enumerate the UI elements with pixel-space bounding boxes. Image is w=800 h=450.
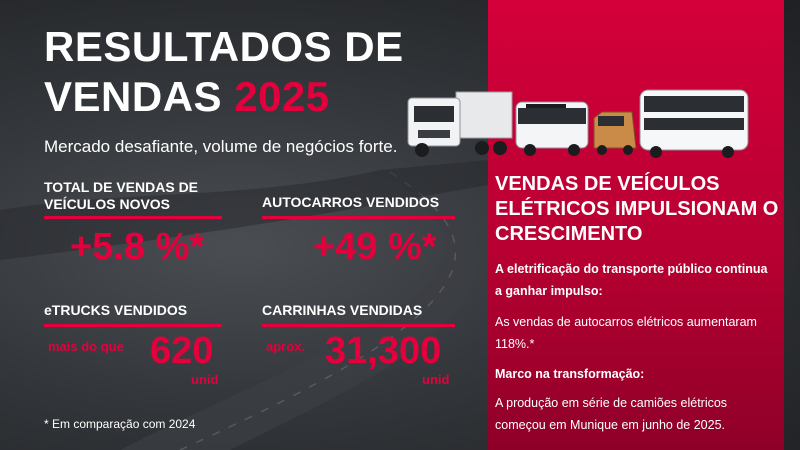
- divider: [262, 216, 455, 219]
- title-line2: VENDAS: [44, 73, 223, 120]
- divider: [262, 324, 455, 327]
- stat-etrucks-label: eTRUCKS VENDIDOS: [44, 302, 188, 318]
- truck-icon: [407, 91, 513, 157]
- stat-vans-prefix: aprox.: [266, 339, 306, 354]
- road-illustration: [120, 170, 480, 450]
- panel-title: VENDAS DE VEÍCULOS ELÉTRICOS IMPULSIONAM…: [495, 173, 779, 245]
- panel-milestone: Marco na transformação:: [495, 367, 645, 381]
- stat-vans-value: 31,300: [325, 330, 442, 372]
- panel-production: A produção em série de camiões elétricos…: [495, 396, 728, 432]
- footnote: * Em comparação com 2024: [44, 417, 196, 431]
- van-icon: [593, 111, 637, 155]
- divider: [44, 216, 222, 219]
- stat-etrucks-unit: unid: [191, 372, 219, 387]
- stat-buses-value: +49 %*: [313, 226, 437, 268]
- panel-intro: A eletrificação do transporte público co…: [495, 262, 768, 298]
- panel-bus-sales: As vendas de autocarros elétricos aument…: [495, 315, 757, 351]
- vehicle-lineup-image: [407, 89, 749, 158]
- subtitle: Mercado desafiante, volume de negócios f…: [44, 137, 398, 156]
- ebus-icon: [515, 101, 589, 156]
- title-line1: RESULTADOS DE: [44, 23, 404, 70]
- stat-etrucks-value: 620: [150, 330, 214, 372]
- stat-buses-label: AUTOCARROS VENDIDOS: [262, 194, 440, 210]
- stat-vans-unit: unid: [422, 372, 450, 387]
- title-year: 2025: [234, 73, 330, 120]
- coach-icon: [639, 89, 749, 158]
- page-title: RESULTADOS DE VENDAS 2025: [44, 22, 404, 122]
- stat-vehicles-value: +5.8 %*: [70, 226, 205, 268]
- stat-etrucks-prefix: mais do que: [48, 339, 124, 354]
- highlight-panel: [488, 0, 784, 450]
- stat-vehicles-label: TOTAL DE VENDAS DE VEÍCULOS NOVOS: [44, 179, 199, 212]
- divider: [44, 324, 222, 327]
- stat-vans-label: CARRINHAS VENDIDAS: [262, 302, 423, 318]
